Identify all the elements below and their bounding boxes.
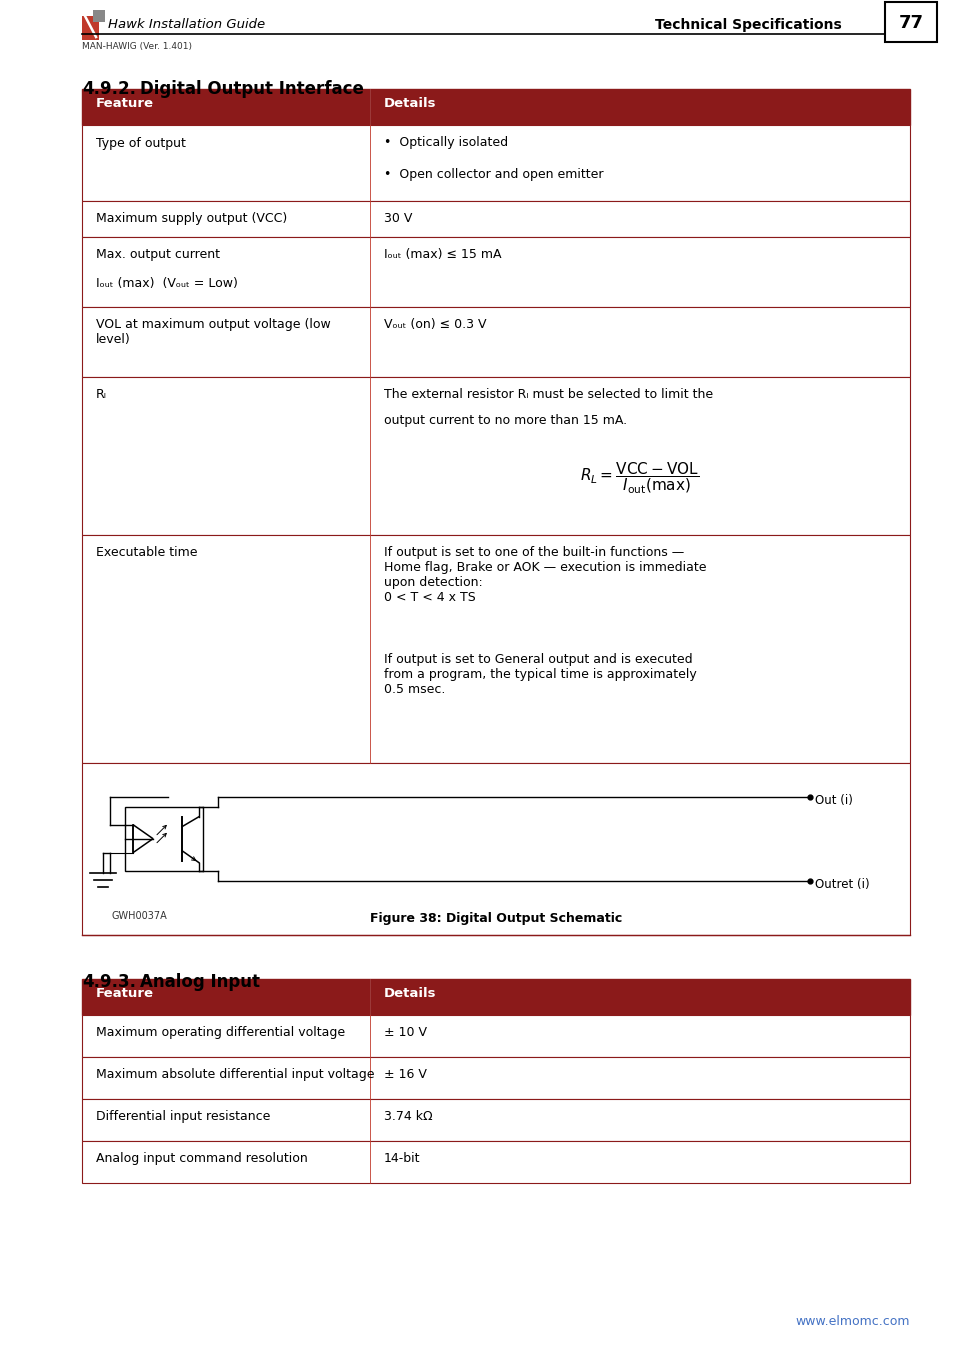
Bar [92,9,105,22]
Text: Analog input command resolution: Analog input command resolution [96,1152,308,1165]
Text: Details: Details [384,97,436,109]
Bar [82,201,909,238]
Text: www.elmomc.com: www.elmomc.com [795,1315,909,1328]
Text: Hawk Installation Guide: Hawk Installation Guide [108,18,265,31]
Text: Executable time: Executable time [96,545,197,559]
Bar [82,1015,909,1057]
Bar [82,126,909,201]
Text: Differential input resistance: Differential input resistance [96,1110,270,1123]
Text: 4.9.2.: 4.9.2. [82,80,136,99]
Text: ± 10 V: ± 10 V [384,1026,427,1040]
Text: Iₒᵤₜ (max) ≤ 15 mA: Iₒᵤₜ (max) ≤ 15 mA [384,248,501,261]
Text: Maximum operating differential voltage: Maximum operating differential voltage [96,1026,345,1040]
Text: Type of output: Type of output [96,136,186,150]
Bar [82,16,99,40]
Text: 3.74 kΩ: 3.74 kΩ [384,1110,432,1123]
Bar [82,1057,909,1099]
Text: Feature: Feature [96,987,153,1000]
Text: Digital Output Interface: Digital Output Interface [140,80,363,99]
Text: MAN-HAWIG (Ver. 1.401): MAN-HAWIG (Ver. 1.401) [82,42,192,51]
Text: output current to no more than 15 mA.: output current to no more than 15 mA. [384,414,626,427]
Text: 4.9.3.: 4.9.3. [82,973,136,991]
Text: Rₗ: Rₗ [96,387,107,401]
Text: Analog Input: Analog Input [140,973,260,991]
Bar [82,1099,909,1141]
Text: Iₒᵤₜ (max)  (Vₒᵤₜ = Low): Iₒᵤₜ (max) (Vₒᵤₜ = Low) [96,277,237,290]
Text: Outret (i): Outret (i) [814,878,869,891]
Bar [82,377,909,535]
Bar [82,535,909,763]
Text: Out (i): Out (i) [814,794,852,807]
Bar [125,807,203,871]
Text: Details: Details [384,987,436,1000]
Bar [82,979,909,1015]
Text: Max. output current: Max. output current [96,248,220,261]
Text: Maximum supply output (VCC): Maximum supply output (VCC) [96,212,287,225]
Text: Figure 38: Digital Output Schematic: Figure 38: Digital Output Schematic [370,913,621,925]
Bar [82,89,909,126]
Bar [82,763,909,936]
Text: •  Open collector and open emitter: • Open collector and open emitter [384,167,603,181]
Text: ± 16 V: ± 16 V [384,1068,426,1081]
Text: GWH0037A: GWH0037A [112,911,168,921]
Text: 14-bit: 14-bit [384,1152,420,1165]
Text: The external resistor Rₗ must be selected to limit the: The external resistor Rₗ must be selecte… [384,387,713,401]
Text: •  Optically isolated: • Optically isolated [384,136,508,148]
Text: Maximum absolute differential input voltage: Maximum absolute differential input volt… [96,1068,375,1081]
Bar [884,1,936,42]
Text: VOL at maximum output voltage (low
level): VOL at maximum output voltage (low level… [96,319,331,346]
Bar [82,238,909,306]
Text: Technical Specifications: Technical Specifications [655,18,841,32]
Text: Feature: Feature [96,97,153,109]
Text: $R_L = \dfrac{\mathrm{VCC}-\mathrm{VOL}}{I_{\mathrm{out}}(\mathrm{max})}$: $R_L = \dfrac{\mathrm{VCC}-\mathrm{VOL}}… [579,460,699,495]
Text: 30 V: 30 V [384,212,412,225]
Text: 77: 77 [898,14,923,32]
Text: If output is set to one of the built-in functions —
Home flag, Brake or AOK — ex: If output is set to one of the built-in … [384,545,706,603]
Text: If output is set to General output and is executed
from a program, the typical t: If output is set to General output and i… [384,653,696,697]
Bar [82,306,909,377]
Text: Vₒᵤₜ (on) ≤ 0.3 V: Vₒᵤₜ (on) ≤ 0.3 V [384,319,486,331]
Bar [82,1141,909,1183]
